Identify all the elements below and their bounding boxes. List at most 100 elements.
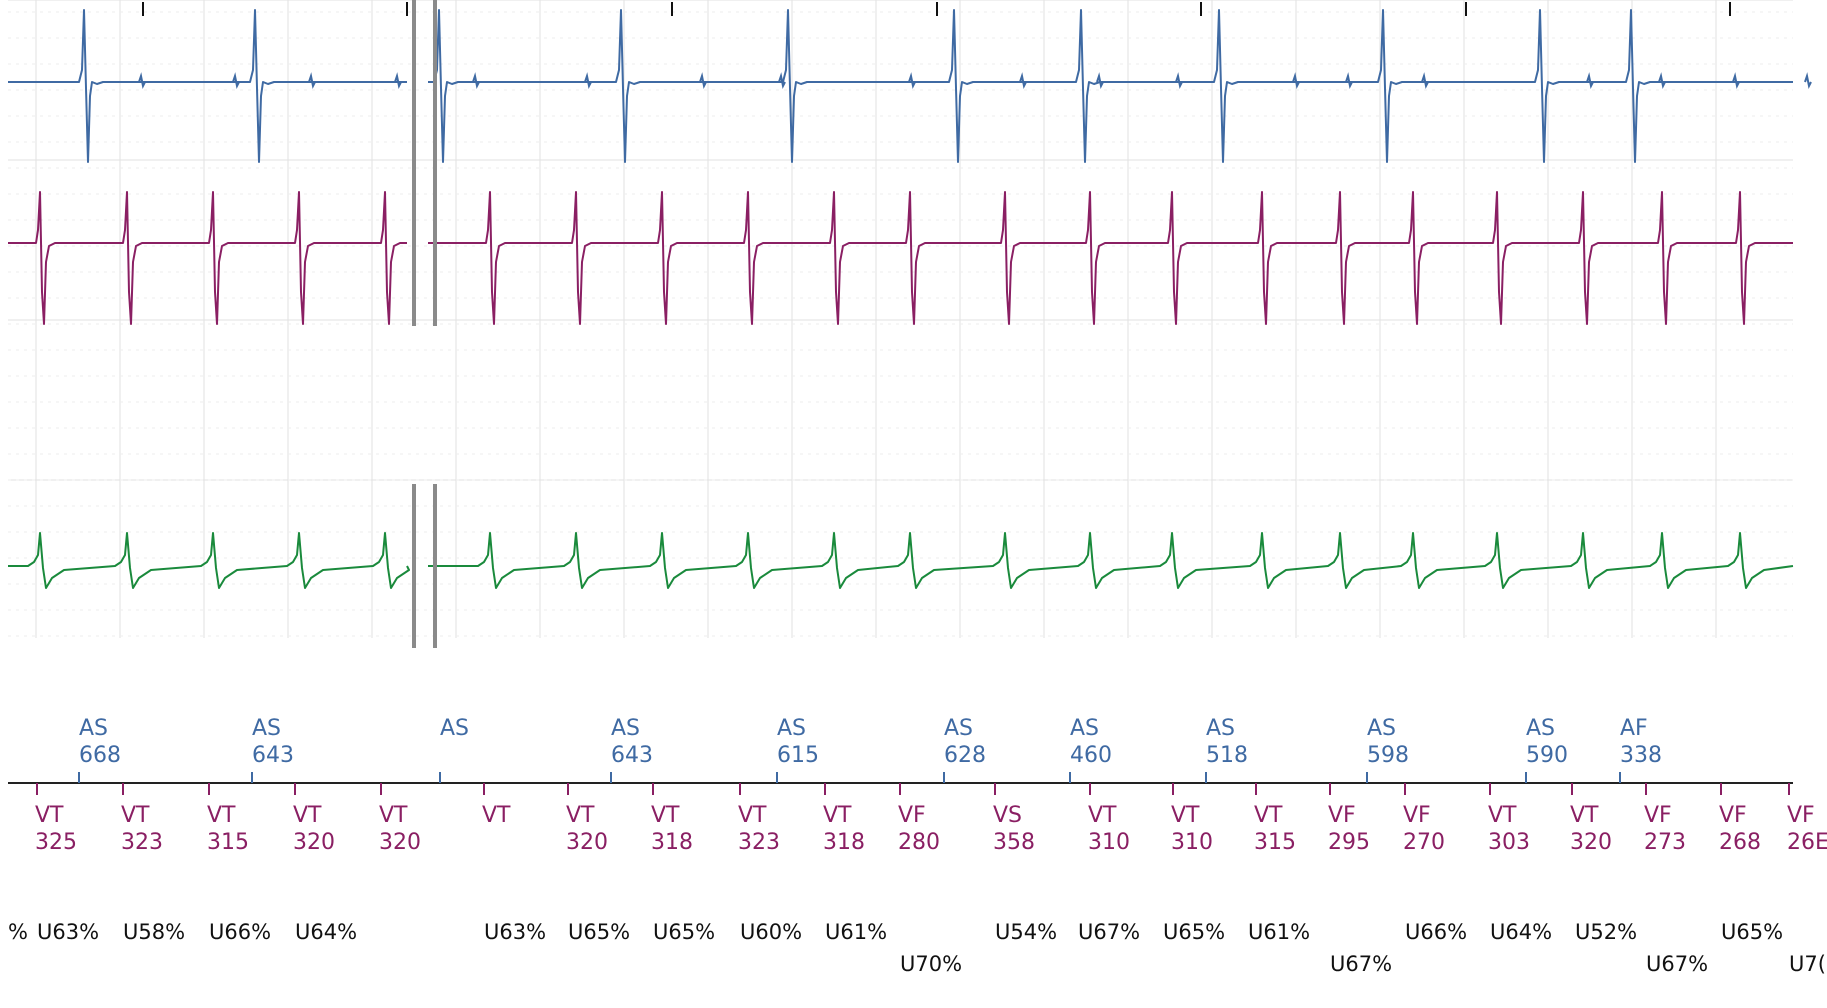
percent-label: U65% bbox=[1721, 920, 1783, 944]
ventricular-marker-interval: 310 bbox=[1088, 830, 1130, 855]
atrial-marker-label: AS bbox=[1206, 716, 1235, 741]
ventricular-egm-trace bbox=[8, 191, 407, 325]
ventricular-marker-interval: 320 bbox=[566, 830, 608, 855]
percent-label: U65% bbox=[1163, 920, 1225, 944]
atrial-deflection bbox=[778, 72, 786, 90]
percent-labels: % U63% U58% U66% U64% U63% U65% U65% U60% U61% U70… bbox=[8, 920, 1826, 976]
percent-label: U65% bbox=[568, 920, 630, 944]
ventricular-marker-interval: 310 bbox=[1171, 830, 1213, 855]
percent-label: U54% bbox=[995, 920, 1057, 944]
atrial-deflection bbox=[138, 72, 146, 90]
ventricular-marker-interval: 318 bbox=[823, 830, 865, 855]
ventricular-marker-label: VT bbox=[482, 803, 511, 828]
ventricular-marker-interval: 295 bbox=[1328, 830, 1370, 855]
ventricular-marker-interval: 270 bbox=[1403, 830, 1445, 855]
gap-bar bbox=[412, 0, 416, 326]
ventricular-marker-label: VT bbox=[1488, 803, 1517, 828]
atrial-deflection bbox=[1804, 72, 1812, 90]
percent-label: U67% bbox=[1330, 952, 1392, 976]
percent-label: U60% bbox=[740, 920, 802, 944]
ventricular-marker-label: VF bbox=[1403, 803, 1431, 828]
percent-label: U66% bbox=[209, 920, 271, 944]
atrial-marker-interval: 598 bbox=[1367, 743, 1409, 768]
ventricular-marker-label: VF bbox=[1328, 803, 1356, 828]
percent-label: U58% bbox=[123, 920, 185, 944]
ventricular-marker-label: VT bbox=[1570, 803, 1599, 828]
ventricular-marker-label: VT bbox=[738, 803, 767, 828]
shock-egm-trace bbox=[428, 532, 1794, 589]
atrial-deflection bbox=[1732, 72, 1740, 90]
atrial-deflection bbox=[1658, 72, 1666, 90]
atrial-deflection bbox=[232, 72, 240, 90]
atrial-marker-label: AS bbox=[944, 716, 973, 741]
percent-label: U65% bbox=[653, 920, 715, 944]
percent-label: U64% bbox=[295, 920, 357, 944]
atrial-deflection bbox=[1586, 72, 1594, 90]
percent-label: U52% bbox=[1575, 920, 1637, 944]
ventricular-marker-label: VT bbox=[651, 803, 680, 828]
atrial-marker-label: AS bbox=[1367, 716, 1396, 741]
ventricular-marker-label: VT bbox=[121, 803, 150, 828]
ventricular-marker-label: VT bbox=[35, 803, 64, 828]
ventricular-marker-label: VS bbox=[993, 803, 1022, 828]
atrial-marker-label: AS bbox=[777, 716, 806, 741]
atrial-marker-label: AS bbox=[440, 716, 469, 741]
atrial-marker-label: AS bbox=[1070, 716, 1099, 741]
atrial-marker-interval: 338 bbox=[1620, 743, 1662, 768]
atrial-deflection bbox=[308, 72, 316, 90]
ventricular-marker-label: VT bbox=[823, 803, 852, 828]
percent-label: % bbox=[8, 920, 28, 944]
ventricular-marker-label: VF bbox=[1787, 803, 1815, 828]
atrial-marker-interval: 615 bbox=[777, 743, 819, 768]
ventricular-marker-interval: 320 bbox=[1570, 830, 1612, 855]
gap-bar bbox=[433, 484, 437, 648]
ventricular-marker-interval: 358 bbox=[993, 830, 1035, 855]
atrial-marker-label: AS bbox=[252, 716, 281, 741]
atrial-deflection bbox=[584, 72, 592, 90]
shock-egm-trace bbox=[8, 532, 410, 589]
percent-label: U63% bbox=[37, 920, 99, 944]
recording-gap bbox=[412, 0, 437, 648]
atrial-marker-interval: 460 bbox=[1070, 743, 1112, 768]
percent-label: U7( bbox=[1789, 952, 1826, 976]
atrial-marker-label: AS bbox=[79, 716, 108, 741]
atrial-deflection bbox=[1292, 72, 1300, 90]
gap-bar bbox=[412, 484, 416, 648]
atrial-deflection bbox=[1096, 72, 1104, 90]
atrial-deflection bbox=[1345, 72, 1353, 90]
ventricular-marker-interval: 26E bbox=[1787, 830, 1827, 855]
ventricular-marker-interval: 320 bbox=[379, 830, 421, 855]
atrial-deflection bbox=[1175, 72, 1183, 90]
atrial-marker-interval: 628 bbox=[944, 743, 986, 768]
atrial-marker-label: AF bbox=[1620, 716, 1648, 741]
gap-bar bbox=[433, 0, 437, 326]
ventricular-marker-interval: 323 bbox=[121, 830, 163, 855]
ventricular-marker-interval: 318 bbox=[651, 830, 693, 855]
ventricular-marker-interval: 315 bbox=[207, 830, 249, 855]
ventricular-marker-label: VT bbox=[1171, 803, 1200, 828]
shock-egm-channel bbox=[8, 532, 1794, 589]
ventricular-marker-label: VT bbox=[207, 803, 236, 828]
atrial-marker-interval: 590 bbox=[1526, 743, 1568, 768]
ventricular-marker-interval: 320 bbox=[293, 830, 335, 855]
ventricular-marker-label: VF bbox=[1644, 803, 1672, 828]
atrial-deflection bbox=[472, 72, 480, 90]
atrial-egm-trace bbox=[428, 9, 1793, 163]
atrial-marker-label: AS bbox=[1526, 716, 1555, 741]
atrial-marker-interval: 518 bbox=[1206, 743, 1248, 768]
percent-label: U70% bbox=[900, 952, 962, 976]
ventricular-marker-interval: 268 bbox=[1719, 830, 1761, 855]
ventricular-marker-interval: 315 bbox=[1254, 830, 1296, 855]
ventricular-marker-interval: 323 bbox=[738, 830, 780, 855]
ventricular-marker-label: VT bbox=[566, 803, 595, 828]
atrial-marker-interval: 668 bbox=[79, 743, 121, 768]
ventricular-marker-label: VF bbox=[898, 803, 926, 828]
ventricular-marker-interval: 325 bbox=[35, 830, 77, 855]
atrial-egm-trace bbox=[8, 9, 407, 163]
percent-label: U63% bbox=[484, 920, 546, 944]
ventricular-marker-label: VF bbox=[1719, 803, 1747, 828]
ventricular-marker-label: VT bbox=[293, 803, 322, 828]
ventricular-marker-interval: 280 bbox=[898, 830, 940, 855]
time-ticks bbox=[142, 2, 1731, 16]
ventricular-marker-label: VT bbox=[1254, 803, 1283, 828]
